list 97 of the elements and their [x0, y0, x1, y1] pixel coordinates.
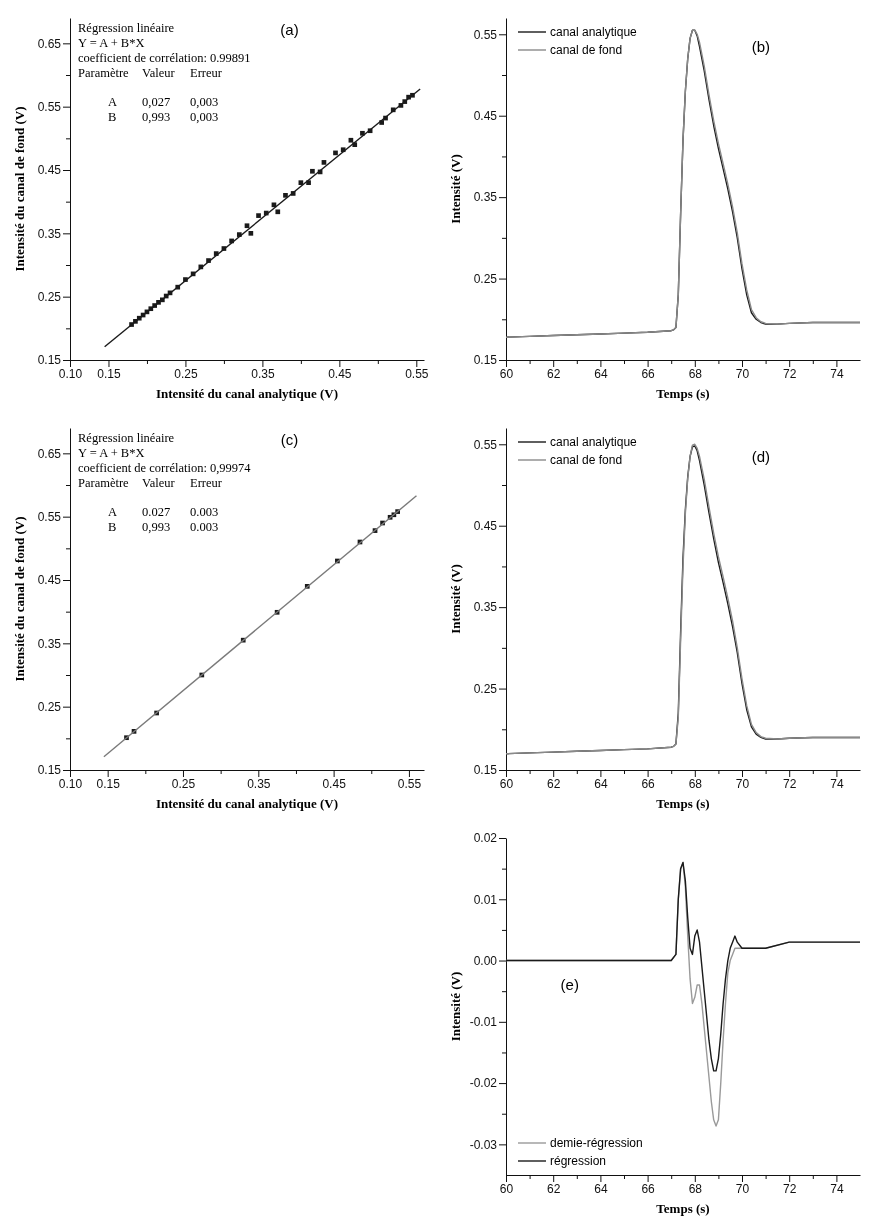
- y-tick-label: 0.15: [37, 763, 62, 778]
- y-tick-label: 0.55: [473, 437, 498, 452]
- x-tick-label: 64: [594, 776, 608, 791]
- x-axis-title: Temps (s): [656, 796, 710, 811]
- text: A 0.027 0.003: [108, 505, 219, 519]
- text: (d): [751, 448, 771, 466]
- x-tick-label: 70: [735, 1181, 750, 1196]
- x-tick-label: 0.15: [96, 776, 121, 791]
- x-tick-label: 0.25: [174, 366, 198, 381]
- x-tick-label: 0.10: [58, 776, 83, 791]
- y-tick-label: 0.55: [473, 27, 498, 42]
- y-tick-label: -0.02: [469, 1076, 498, 1091]
- x-tick-label: 0.55: [405, 366, 429, 381]
- x-tick-label: 74: [830, 366, 844, 381]
- x-tick-label: 72: [783, 1181, 797, 1196]
- annotation: Y = A + B*X: [78, 36, 145, 50]
- legend-label: demie-régression: [550, 1136, 643, 1150]
- x-tick-label: 0.55: [397, 776, 422, 791]
- x-axis-title: Temps (s): [656, 1201, 710, 1216]
- y-tick-label: 0.15: [37, 353, 62, 368]
- x-tick-label: 68: [688, 1181, 703, 1196]
- annotation: Y = A + B*X: [78, 446, 145, 460]
- legend-label: canal de fond: [550, 43, 623, 57]
- y-tick-label: 0.45: [37, 573, 62, 588]
- y-tick-label: 0.25: [37, 290, 62, 305]
- chart-title: (a): [280, 21, 299, 39]
- x-tick-label: 0.45: [322, 776, 347, 791]
- text: Paramètre Valeur Erreur: [78, 476, 222, 490]
- x-tick-label: 60: [499, 1181, 514, 1196]
- y-tick-label: 0.01: [473, 892, 498, 907]
- chart-title: (c): [280, 431, 299, 449]
- x-tick-label: 60: [499, 776, 514, 791]
- y-tick-label: 0.65: [37, 446, 62, 461]
- y-tick-label: 0.35: [37, 226, 62, 241]
- annotation: coefficient de corrélation: 0.99891: [78, 51, 251, 65]
- y-axis-title: Intensité du canal de fond (V): [12, 106, 27, 272]
- x-tick-label: 68: [688, 366, 703, 381]
- y-tick-label: 0.55: [37, 100, 62, 115]
- text: B 0,993 0,003: [108, 110, 219, 124]
- x-tick-label: 62: [547, 1181, 561, 1196]
- x-axis-title: Temps (s): [656, 386, 710, 401]
- y-tick-label: 0.45: [473, 519, 498, 534]
- y-tick-label: 0.35: [473, 190, 498, 205]
- x-tick-label: 74: [830, 776, 844, 791]
- text: (b): [751, 38, 771, 56]
- annotation: Régression linéaire: [78, 21, 175, 35]
- legend-label: canal analytique: [550, 435, 638, 449]
- x-tick-label: 66: [641, 366, 656, 381]
- x-tick-label: 0.45: [328, 366, 352, 381]
- x-axis-title: Intensité du canal analytique (V): [155, 796, 339, 811]
- x-tick-label: 66: [641, 1181, 656, 1196]
- y-tick-label: -0.03: [469, 1137, 498, 1152]
- text: A 0,027 0,003: [108, 95, 219, 109]
- x-tick-label: 0.10: [58, 366, 83, 381]
- x-tick-label: 64: [594, 366, 608, 381]
- y-tick-label: -0.01: [469, 1015, 498, 1030]
- y-tick-label: 0.02: [473, 831, 498, 846]
- y-tick-label: 0.35: [473, 600, 498, 615]
- y-axis-title: Intensité (V): [448, 564, 463, 634]
- x-tick-label: 0.25: [171, 776, 196, 791]
- y-tick-label: 0.45: [37, 163, 62, 178]
- annotation: Régression linéaire: [78, 431, 175, 445]
- y-axis-title: Intensité du canal de fond (V): [12, 516, 27, 682]
- y-axis-title: Intensité (V): [448, 154, 463, 224]
- y-tick-label: 0.25: [37, 700, 62, 715]
- text: Paramètre Valeur Erreur: [78, 66, 222, 80]
- x-tick-label: 72: [783, 366, 797, 381]
- x-tick-label: 64: [594, 1181, 608, 1196]
- legend-label: canal de fond: [550, 453, 623, 467]
- x-tick-label: 0.15: [97, 366, 121, 381]
- legend-label: canal analytique: [550, 25, 638, 39]
- annotation: coefficient de corrélation: 0,99974: [78, 461, 252, 475]
- y-tick-label: 0.00: [473, 953, 498, 968]
- x-tick-label: 62: [547, 366, 561, 381]
- y-tick-label: 0.45: [473, 109, 498, 124]
- y-axis-title: Intensité (V): [448, 971, 463, 1042]
- legend-label: régression: [550, 1154, 607, 1168]
- y-tick-label: 0.65: [37, 36, 62, 51]
- y-tick-label: 0.25: [473, 271, 498, 286]
- x-tick-label: 72: [783, 776, 797, 791]
- x-tick-label: 0.35: [251, 366, 275, 381]
- x-tick-label: 66: [641, 776, 656, 791]
- x-tick-label: 60: [499, 366, 514, 381]
- x-tick-label: 68: [688, 776, 703, 791]
- y-tick-label: 0.15: [473, 763, 498, 778]
- y-tick-label: 0.15: [473, 353, 498, 368]
- x-tick-label: 74: [830, 1181, 844, 1196]
- y-tick-label: 0.25: [473, 681, 498, 696]
- x-tick-label: 70: [735, 366, 750, 381]
- text: B 0,993 0.003: [108, 520, 219, 534]
- y-tick-label: 0.35: [37, 636, 62, 651]
- x-axis-title: Intensité du canal analytique (V): [155, 386, 339, 401]
- x-tick-label: 70: [735, 776, 750, 791]
- x-tick-label: 0.35: [247, 776, 271, 791]
- y-tick-label: 0.55: [37, 510, 62, 525]
- x-tick-label: 62: [547, 776, 561, 791]
- text: (e): [560, 975, 579, 993]
